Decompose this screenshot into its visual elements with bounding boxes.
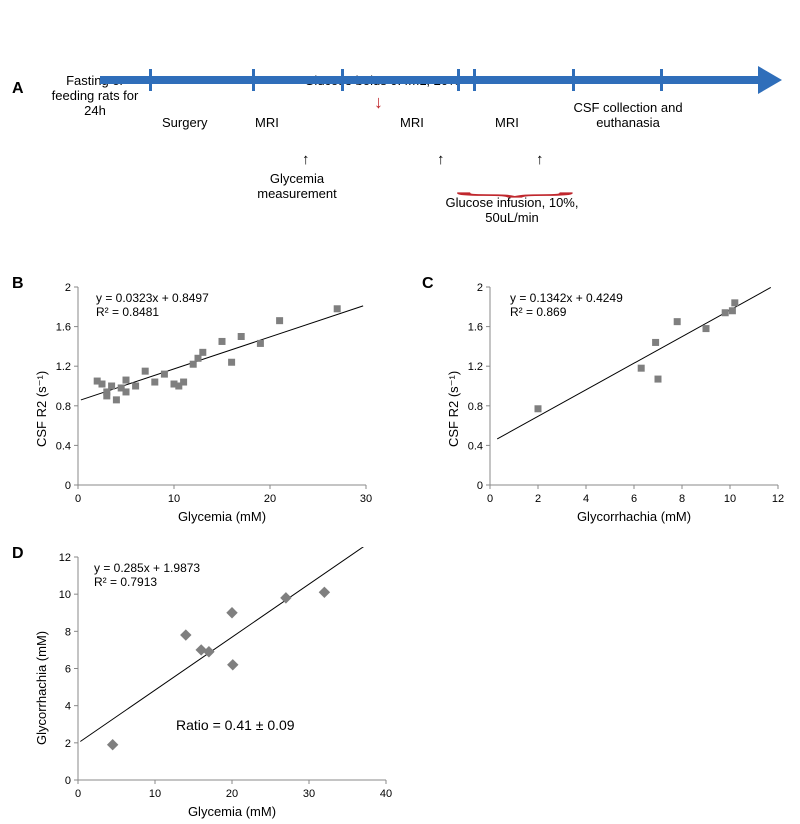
svg-text:0: 0 xyxy=(75,788,81,800)
svg-text:2: 2 xyxy=(65,282,71,294)
label-glycemia-measurement: Glycemia measurement xyxy=(242,172,352,202)
svg-text:1.2: 1.2 xyxy=(56,361,71,373)
glucose-infusion-brace-icon: ⏟ xyxy=(455,170,575,197)
chart-b-eq-line: y = 0.0323x + 0.8497 xyxy=(96,291,209,305)
svg-text:20: 20 xyxy=(226,788,238,800)
charts-row-bc: B C CSF R2 (s⁻¹) 00.40.81.21.620102030Gl… xyxy=(12,271,788,541)
panel-b-label: B xyxy=(12,275,24,293)
chart-b-r2-line: R² = 0.8481 xyxy=(96,305,159,319)
timeline-tick xyxy=(252,69,255,91)
chart-c-ylabel: CSF R2 (s⁻¹) xyxy=(446,371,462,447)
label-glucose-infusion: Glucose infusion, 10%, 50uL/min xyxy=(422,196,602,226)
svg-text:30: 30 xyxy=(303,788,315,800)
timeline-tick xyxy=(149,69,152,91)
panel-a-label: A xyxy=(12,80,24,98)
svg-text:1.6: 1.6 xyxy=(468,322,483,334)
svg-text:2: 2 xyxy=(65,738,71,750)
chart-d-r2-line: R² = 0.7913 xyxy=(94,575,157,589)
panel-c-label: C xyxy=(422,275,434,293)
svg-text:10: 10 xyxy=(59,589,71,601)
label-mri2: MRI xyxy=(400,116,424,131)
chart-d: Glycorrhachia (mM) 0 2 4 6 8 10 12 0 10 20 30 40 Gly… xyxy=(26,547,396,822)
timeline-tick xyxy=(660,69,663,91)
svg-text:6: 6 xyxy=(65,664,71,676)
svg-text:4: 4 xyxy=(65,701,71,713)
panel-d-label: D xyxy=(12,545,24,563)
svg-text:Glycemia (mM): Glycemia (mM) xyxy=(178,509,266,524)
svg-text:0: 0 xyxy=(65,480,71,492)
svg-text:2: 2 xyxy=(477,282,483,294)
chart-d-ratio: Ratio = 0.41 ± 0.09 xyxy=(176,717,295,733)
svg-text:10: 10 xyxy=(149,788,161,800)
svg-text:0.4: 0.4 xyxy=(468,440,483,452)
svg-text:0: 0 xyxy=(65,775,71,787)
timeline-arrowhead-icon xyxy=(758,66,782,94)
timeline-tick xyxy=(341,69,344,91)
chart-d-ylabel: Glycorrhachia (mM) xyxy=(34,631,49,745)
glucose-bolus-arrow-icon: ↓ xyxy=(374,92,383,113)
svg-text:1.6: 1.6 xyxy=(56,322,71,334)
label-mri3: MRI xyxy=(495,116,519,131)
chart-c-eq: y = 0.1342x + 0.4249 R² = 0.869 xyxy=(510,291,623,319)
svg-text:0: 0 xyxy=(75,493,81,505)
charts-row-d: D Glycorrhachia (mM) 024681012010203040G… xyxy=(12,541,788,824)
chart-c-eq-line: y = 0.1342x + 0.4249 xyxy=(510,291,623,305)
svg-text:30: 30 xyxy=(360,493,372,505)
svg-text:Glycemia (mM): Glycemia (mM) xyxy=(188,804,276,819)
timeline-tick xyxy=(457,69,460,91)
svg-text:6: 6 xyxy=(631,493,637,505)
timeline xyxy=(52,76,788,84)
panel-a: A Fasting or feeding rats for 24h Surger… xyxy=(12,76,788,271)
chart-c: CSF R2 (s⁻¹) 0 0.4 0.8 1.2 1.6 2 0 2 4 6 8 10 12 Glyc… xyxy=(438,277,788,527)
chart-b-eq: y = 0.0323x + 0.8497 R² = 0.8481 xyxy=(96,291,209,319)
svg-text:20: 20 xyxy=(264,493,276,505)
label-mri1: MRI xyxy=(255,116,279,131)
svg-text:10: 10 xyxy=(724,493,736,505)
glycemia-arrow-icon: ↑ xyxy=(437,151,445,168)
svg-text:12: 12 xyxy=(59,552,71,564)
svg-text:0: 0 xyxy=(487,493,493,505)
glycemia-arrow-icon: ↑ xyxy=(536,151,544,168)
chart-d-svg: 0 2 4 6 8 10 12 0 10 20 30 40 Glycemia (mM) xyxy=(26,547,396,822)
timeline-tick xyxy=(572,69,575,91)
label-csf: CSF collection and euthanasia xyxy=(548,101,708,131)
svg-text:40: 40 xyxy=(380,788,392,800)
svg-text:12: 12 xyxy=(772,493,784,505)
svg-text:2: 2 xyxy=(535,493,541,505)
svg-text:4: 4 xyxy=(583,493,589,505)
svg-text:8: 8 xyxy=(65,626,71,638)
chart-c-r2-line: R² = 0.869 xyxy=(510,305,566,319)
svg-text:0.4: 0.4 xyxy=(56,440,71,452)
timeline-tick xyxy=(473,69,476,91)
chart-d-eq-line: y = 0.285x + 1.9873 xyxy=(94,561,200,575)
svg-text:0: 0 xyxy=(477,480,483,492)
svg-text:0.8: 0.8 xyxy=(56,401,71,413)
svg-text:8: 8 xyxy=(679,493,685,505)
label-surgery: Surgery xyxy=(162,116,208,131)
chart-d-eq: y = 0.285x + 1.9873 R² = 0.7913 xyxy=(94,561,200,589)
chart-b: CSF R2 (s⁻¹) 00.40.81.21.620102030Glycem… xyxy=(26,277,376,527)
svg-text:10: 10 xyxy=(168,493,180,505)
svg-text:Glycorrhachia (mM): Glycorrhachia (mM) xyxy=(577,509,691,524)
svg-text:1.2: 1.2 xyxy=(468,361,483,373)
glycemia-arrow-icon: ↑ xyxy=(302,151,310,168)
svg-text:0.8: 0.8 xyxy=(468,401,483,413)
chart-b-ylabel: CSF R2 (s⁻¹) xyxy=(34,371,50,447)
